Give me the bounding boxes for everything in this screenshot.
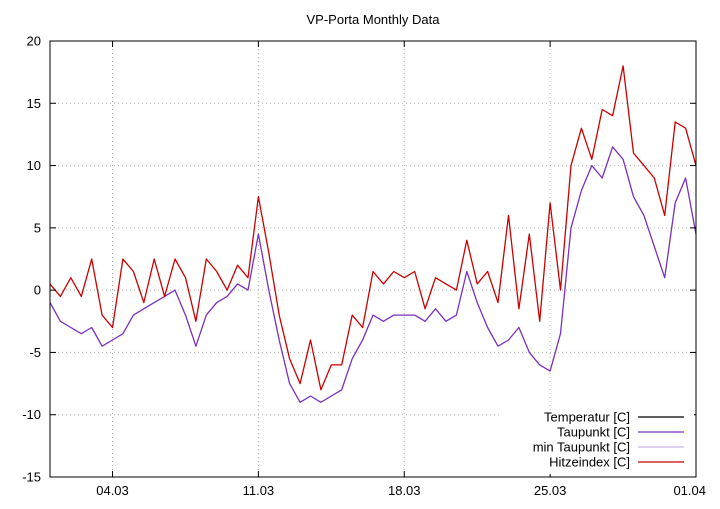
y-tick-label: 0 <box>34 283 41 298</box>
legend: Temperatur [C]Taupunkt [C]min Taupunkt [… <box>500 410 694 474</box>
y-tick-label: 15 <box>27 96 41 111</box>
x-tick-label: 25.03 <box>534 483 567 498</box>
legend-label: Temperatur [C] <box>544 410 630 425</box>
y-tick-label: -5 <box>29 345 41 360</box>
y-tick-label: 5 <box>34 220 41 235</box>
y-tick-label: -10 <box>22 407 41 422</box>
legend-label: Taupunkt [C] <box>557 425 630 440</box>
series-line-taupunkt-c <box>49 146 697 403</box>
x-tick-label: 04.03 <box>96 483 129 498</box>
x-tick-label: 18.03 <box>388 483 421 498</box>
series-line-hitzeindex-c <box>49 65 697 391</box>
y-tick-label: -15 <box>22 470 41 485</box>
grid-layer <box>50 41 696 477</box>
legend-label: Hitzeindex [C] <box>549 455 630 470</box>
axis-layer: -15 -10 -5 0 5 10 15 20 04.03 11.03 18.03 25.03 01.0… <box>22 34 706 499</box>
chart-title: VP-Porta Monthly Data <box>307 12 441 27</box>
legend-label: min Taupunkt [C] <box>533 440 630 455</box>
y-tick-label: 20 <box>27 34 41 49</box>
legend-background <box>500 410 694 474</box>
plot-frame <box>49 40 697 478</box>
y-tick-label: 10 <box>27 158 41 173</box>
x-tick-label: 01.04 <box>673 483 706 498</box>
x-tick-label: 11.03 <box>243 483 275 498</box>
series-layer <box>49 65 697 403</box>
